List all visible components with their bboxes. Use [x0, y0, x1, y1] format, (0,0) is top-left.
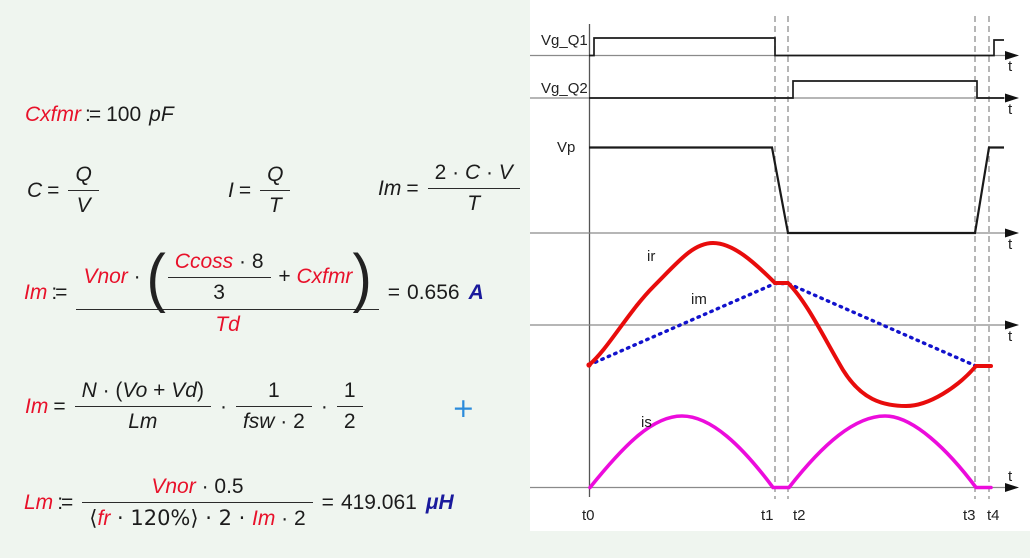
waveform-vp [589, 146, 1004, 235]
var-i: I [228, 178, 234, 202]
arrow-ir-im [1005, 320, 1019, 330]
tick-t2: t2 [793, 507, 806, 524]
unit-microhenry: μH [425, 491, 454, 514]
formula-im-2cv-t[interactable]: Im = 2 · C · V T [378, 160, 524, 217]
formula-c-qv[interactable]: C = Q V [27, 162, 103, 219]
formula-lm-definition[interactable]: Lm := Vnor · 0.5 ⟨fr · 120%⟩ · 2 · Im · … [24, 474, 454, 532]
var-vnor: Vnor [83, 265, 128, 289]
formula-cxfmr-definition[interactable]: Cxfmr := 100 pF [25, 103, 174, 127]
label-is: is [641, 414, 652, 431]
equals: = [53, 394, 66, 418]
var-im: Im [378, 176, 402, 200]
mathcad-crosshair-cursor[interactable]: + [452, 393, 475, 424]
var-cxfmr: Cxfmr [25, 103, 81, 126]
timing-diagram-panel: Vg_Q1 Vg_Q2 Vp ir im is t t t t t t0 t1 … [530, 0, 1030, 558]
arrow-q2 [1005, 93, 1019, 103]
result-value: 0.656 [407, 281, 460, 304]
t-label-vp: t [1008, 236, 1013, 253]
time-guide-lines [774, 16, 990, 499]
fraction: Vnor · 0.5 ⟨fr · 120%⟩ · 2 · Im · 2 [82, 474, 313, 532]
var-cxfmr: Cxfmr [296, 265, 353, 289]
timing-diagram: Vg_Q1 Vg_Q2 Vp ir im is t t t t t t0 t1 … [530, 0, 1030, 531]
left-angle-bracket: ⟨ [89, 506, 98, 530]
label-vg-q1: Vg_Q1 [541, 32, 588, 49]
denominator: T [268, 194, 282, 217]
value-100: 100 [106, 103, 142, 126]
denominator-td: Td [215, 313, 240, 336]
t-label-is: t [1008, 468, 1013, 485]
tick-t4: t4 [987, 507, 1000, 524]
numerator: Q [68, 162, 99, 191]
fraction-2: 1 fsw · 2 [235, 378, 312, 435]
arrow-is [1005, 483, 1019, 492]
label-vg-q2: Vg_Q2 [541, 80, 588, 97]
equals: = [321, 491, 334, 514]
inner-denominator: 3 [213, 281, 225, 304]
var-im: Im [24, 281, 48, 304]
denominator: ⟨fr · 120%⟩ · 2 · Im · 2 [89, 506, 306, 530]
inner-fraction: Ccoss · 8 3 [167, 249, 271, 306]
t-label-q1: t [1008, 58, 1013, 75]
unit-ampere: A [468, 281, 484, 304]
fraction-3: 1 2 [336, 378, 363, 435]
tick-t1: t1 [761, 507, 774, 524]
denominator: T [467, 192, 481, 215]
numerator: Vnor · 0.5 [82, 474, 313, 503]
waveform-vg-q2 [589, 80, 1004, 99]
multiply-dot: · [320, 394, 328, 418]
tick-t0: t0 [582, 507, 595, 524]
label-im: im [691, 291, 707, 308]
multiply-dot: · [219, 394, 227, 418]
numerator: 1 [235, 378, 312, 407]
label-vp: Vp [557, 139, 575, 156]
assign-operator: := [57, 491, 73, 514]
waveform-is [588, 414, 993, 490]
diagram-background [530, 0, 1030, 531]
fraction: Q V [68, 162, 99, 219]
denominator-lm: Lm [128, 410, 158, 433]
ir-start-point [586, 362, 592, 368]
tick-t3: t3 [963, 507, 976, 524]
var-ccoss: Ccoss [174, 250, 234, 273]
formula-i-qt[interactable]: I = Q T [228, 162, 294, 219]
denominator: V [76, 194, 91, 217]
t-label-q2: t [1008, 101, 1013, 118]
assign-operator: := [51, 281, 67, 304]
var-vnor: Vnor [151, 475, 196, 498]
equals: = [406, 176, 419, 200]
numerator: Q [260, 162, 291, 191]
assign-operator: := [85, 103, 101, 126]
var-c: C [27, 178, 43, 202]
equals: = [47, 178, 60, 202]
var-fr: fr [97, 507, 111, 530]
label-ir: ir [647, 248, 655, 265]
result-value: 419.061 [340, 491, 417, 514]
equals: = [387, 281, 401, 304]
fraction: Q T [260, 162, 291, 219]
t-label-ir: t [1008, 328, 1013, 345]
unit-pf: pF [149, 103, 174, 126]
inner-numerator: Ccoss · 8 [167, 249, 271, 278]
denominator: 2 [343, 410, 356, 433]
arrow-vp [1005, 228, 1019, 238]
numerator: 2 · C · V [427, 160, 520, 189]
denominator-fsw: fsw · 2 [242, 410, 305, 433]
axis-arrowheads [1005, 51, 1019, 492]
waveform-ir [587, 240, 993, 409]
fraction: 2 · C · V T [427, 160, 520, 217]
numerator: N · (Vo + Vd) [74, 378, 211, 407]
arrow-q1 [1005, 51, 1019, 60]
var-im: Im [252, 507, 276, 530]
numerator: 1 [336, 378, 363, 407]
equals: = [238, 178, 252, 202]
fraction-1: N · (Vo + Vd) Lm [74, 378, 211, 435]
var-im: Im [25, 394, 49, 418]
formula-im-ripple[interactable]: Im = N · (Vo + Vd) Lm · 1 fsw · 2 · 1 2 [25, 378, 367, 435]
waveform-vg-q1 [589, 37, 1004, 57]
var-lm: Lm [24, 491, 54, 514]
